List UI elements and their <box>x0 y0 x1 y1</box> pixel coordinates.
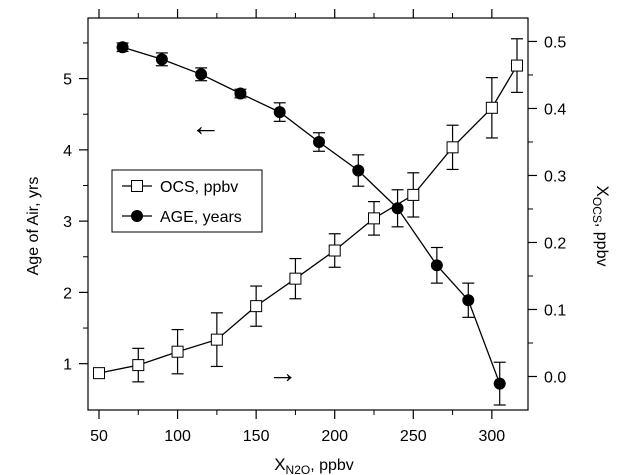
series-ocs <box>93 38 523 383</box>
annotations: ←→ <box>191 109 298 389</box>
y-right-tick-label: 0.3 <box>544 168 566 185</box>
y-left-tick-label: 3 <box>63 214 72 231</box>
y-right-tick-label: 0.2 <box>544 235 566 252</box>
data-point <box>195 68 208 81</box>
data-point <box>273 106 286 119</box>
data-point <box>462 294 475 307</box>
data-point <box>368 212 380 225</box>
y-right-tick-label: 0.1 <box>544 302 566 319</box>
data-point <box>93 367 105 380</box>
data-point <box>430 259 443 272</box>
x-tick-label: 200 <box>321 428 348 445</box>
y-left-tick-label: 2 <box>63 285 72 302</box>
data-point <box>485 101 498 114</box>
y-left-tick-label: 1 <box>63 357 72 374</box>
data-point <box>391 202 404 215</box>
data-point <box>116 41 129 54</box>
y-axis-right-title: XOCS, ppbv <box>590 186 612 267</box>
x-tick-label: 250 <box>400 428 427 445</box>
legend-label-ocs: OCS, ppbv <box>160 179 238 196</box>
axes: 50 100 150 200 250 300 1 2 3 4 5 0.0 0.1 0.2 0.3 0.4 0.5 <box>63 9 566 445</box>
data-point <box>328 244 341 257</box>
x-tick-label: 100 <box>164 428 191 445</box>
y-right-tick-label: 0.5 <box>544 34 566 51</box>
data-point <box>493 377 506 390</box>
y-axis-right-title-sub: OCS <box>590 197 604 223</box>
legend-marker-filled-circle <box>131 210 143 222</box>
legend: OCS, ppbv AGE, years <box>111 169 263 233</box>
data-point <box>289 272 302 285</box>
legend-label-age: AGE, years <box>160 209 242 226</box>
legend-entry-age: AGE, years <box>122 209 242 226</box>
data-point <box>250 300 263 313</box>
y-axis-right-title-unit: , ppbv <box>593 223 610 267</box>
svg-text:XOCS, ppbv: XOCS, ppbv <box>590 186 612 267</box>
y-axis-right-title-main: X <box>593 186 612 197</box>
data-point <box>313 136 325 149</box>
data-point <box>171 345 184 358</box>
series-age <box>116 41 506 406</box>
data-point <box>352 164 365 177</box>
x-axis-title-main: X <box>274 455 285 474</box>
x-tick-label: 150 <box>243 428 270 445</box>
legend-entry-ocs: OCS, ppbv <box>122 179 238 196</box>
x-tick-label: 300 <box>479 428 506 445</box>
x-tick-label: 50 <box>90 428 108 445</box>
data-point <box>234 87 247 100</box>
arrow-annotation: ← <box>191 109 221 142</box>
y-left-tick-label: 5 <box>63 72 72 89</box>
data-point <box>407 188 420 201</box>
data-point <box>446 141 459 154</box>
series-line <box>98 65 518 374</box>
arrow-annotation: → <box>268 357 298 390</box>
y-left-tick-label: 4 <box>63 143 72 160</box>
data-point <box>155 53 168 66</box>
y-right-tick-label: 0.4 <box>544 101 566 118</box>
x-axis-title-unit: , ppbv <box>310 457 354 474</box>
x-axis-title-sub: N2O <box>286 463 311 475</box>
data-point <box>511 59 523 72</box>
x-axis-title: XN2O, ppbv <box>274 455 354 475</box>
y-axis-left-title: Age of Air, yrs <box>25 177 42 276</box>
legend-marker-open-square <box>131 180 143 192</box>
plot-frame <box>87 17 529 411</box>
data-point <box>210 333 223 346</box>
data-point <box>132 359 145 372</box>
y-right-tick-label: 0.0 <box>544 369 566 386</box>
